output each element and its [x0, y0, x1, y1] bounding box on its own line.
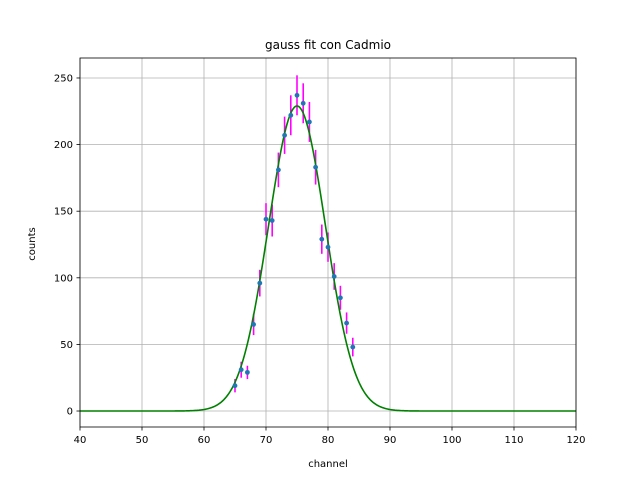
data-point [294, 92, 300, 98]
chart-title: gauss fit con Cadmio [265, 38, 391, 52]
plot-area [80, 75, 576, 412]
data-point [251, 322, 256, 327]
fit-curve [80, 105, 576, 412]
y-tick-label: 150 [54, 207, 73, 218]
data-point [313, 164, 318, 170]
data-point [257, 280, 263, 286]
y-axis-label: counts [27, 227, 38, 260]
data-point [276, 167, 281, 173]
data-point [338, 295, 343, 301]
x-axis: 40 50 60 70 80 90 100 110 120 [74, 427, 586, 446]
data-point [232, 383, 238, 389]
x-tick-label: 80 [322, 435, 335, 446]
data-point [307, 119, 312, 125]
data-point [350, 344, 356, 350]
x-tick-label: 120 [566, 435, 585, 446]
x-axis-label: channel [308, 459, 348, 470]
y-axis: 0 50 100 150 200 250 [54, 73, 80, 418]
data-point [344, 320, 349, 326]
data-point [325, 244, 331, 250]
data-point [269, 218, 275, 223]
y-tick-label: 200 [54, 140, 73, 151]
data-point [282, 132, 287, 138]
data-point [263, 216, 269, 222]
x-tick-label: 100 [442, 435, 461, 446]
data-point [331, 274, 337, 279]
data-point [238, 367, 244, 373]
plot-series [80, 75, 576, 412]
x-tick-label: 50 [136, 435, 149, 446]
data-point [319, 236, 325, 242]
x-tick-label: 70 [260, 435, 273, 446]
y-tick-label: 250 [54, 73, 73, 84]
x-tick-label: 110 [504, 435, 523, 446]
data-point [300, 100, 306, 106]
data-point [245, 369, 250, 375]
x-tick-label: 40 [74, 435, 87, 446]
x-tick-label: 90 [384, 435, 397, 446]
y-tick-label: 50 [60, 340, 73, 351]
x-tick-label: 60 [198, 435, 211, 446]
y-tick-label: 0 [67, 407, 73, 418]
data-point [288, 112, 294, 118]
y-tick-label: 100 [54, 273, 73, 284]
